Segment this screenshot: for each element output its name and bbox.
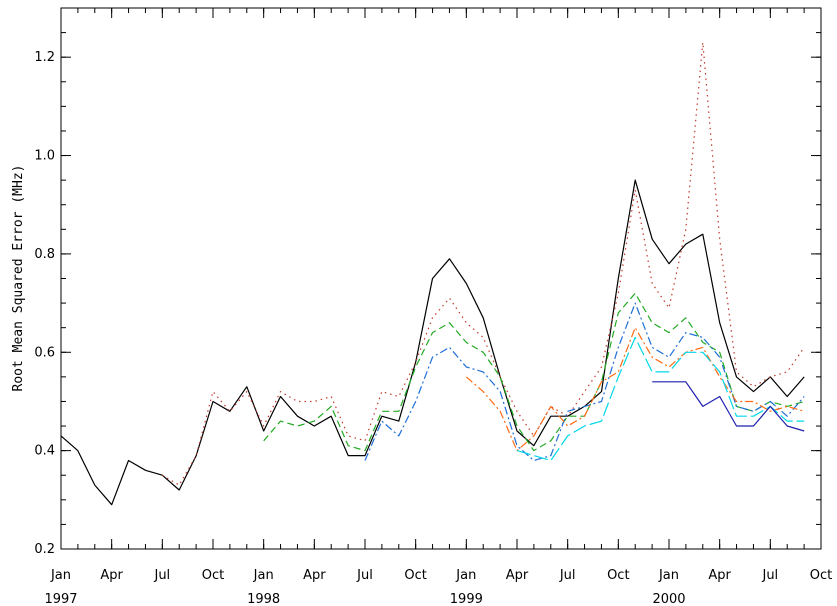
x-tick-label: Jul bbox=[761, 568, 778, 583]
y-tick-label: 0.4 bbox=[34, 444, 55, 459]
y-tick-label: 0.8 bbox=[34, 247, 55, 262]
x-tick-label: Jan bbox=[253, 568, 274, 583]
x-tick-label: Jan bbox=[455, 568, 476, 583]
x-tick-label: Oct bbox=[202, 568, 224, 583]
series-line-2 bbox=[161, 41, 805, 486]
x-tick-label: Jan bbox=[50, 568, 71, 583]
y-tick-label: 1.0 bbox=[34, 149, 55, 164]
x-tick-label: Jul bbox=[153, 568, 170, 583]
x-tick-label: Oct bbox=[810, 568, 832, 583]
x-tick-label: Jul bbox=[559, 568, 576, 583]
series-line-5 bbox=[465, 327, 805, 452]
x-year-label: 1997 bbox=[44, 592, 77, 606]
x-tick-label: Apr bbox=[100, 568, 123, 583]
x-tick-label: Oct bbox=[404, 568, 426, 583]
series-line-4 bbox=[364, 302, 805, 462]
x-tick-label: Jul bbox=[356, 568, 373, 583]
y-tick-label: 1.2 bbox=[34, 50, 55, 65]
x-tick-label: Oct bbox=[607, 568, 629, 583]
x-tick-label: Jan bbox=[658, 568, 679, 583]
x-tick-label: Apr bbox=[708, 568, 731, 583]
y-axis-label: Root Mean Squared Error (MHz) bbox=[11, 165, 26, 392]
series-line-3 bbox=[263, 292, 805, 452]
y-tick-label: 0.2 bbox=[34, 542, 55, 557]
x-tick-label: Apr bbox=[303, 568, 326, 583]
x-tick-label: Apr bbox=[506, 568, 529, 583]
axes-layer: 0.2 0.4 0.6 0.8 1.0 1.2 Jan Apr Jul Oct Jan Apr Jul O… bbox=[34, 7, 832, 606]
x-year-label: 1998 bbox=[247, 592, 280, 606]
series-line-1 bbox=[60, 179, 805, 506]
series-line-6 bbox=[516, 336, 805, 462]
plot-frame bbox=[60, 7, 822, 550]
x-year-label: 2000 bbox=[652, 592, 685, 606]
series-layer bbox=[60, 41, 805, 506]
series-line-7 bbox=[652, 381, 805, 432]
x-year-label: 1999 bbox=[450, 592, 483, 606]
y-tick-label: 0.6 bbox=[34, 345, 55, 360]
